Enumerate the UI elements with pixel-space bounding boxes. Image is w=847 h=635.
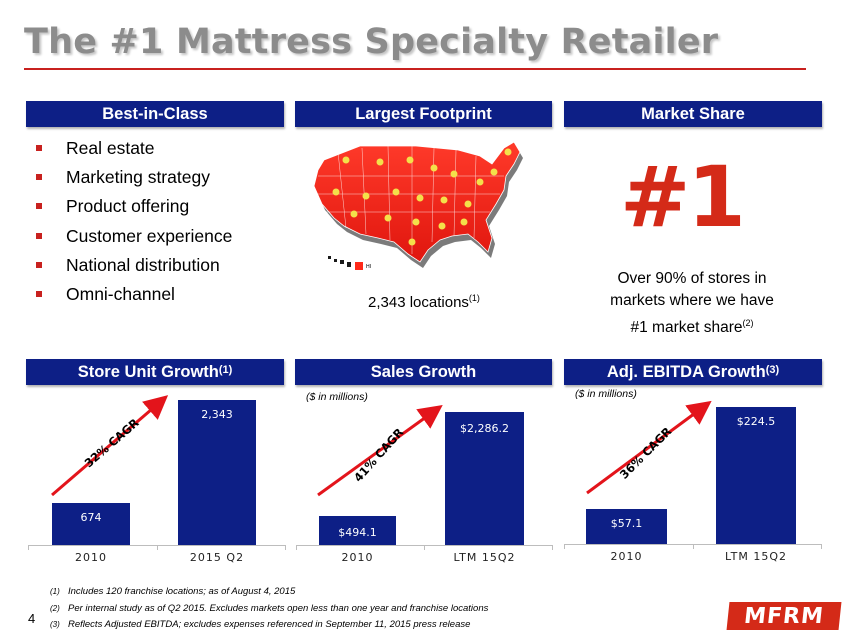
bar-value-label: 2,343 — [201, 408, 233, 421]
adj-ebitda-growth-chart: $57.1 2010 $224.5 LTM 15Q2 — [564, 400, 822, 570]
footnotes: (1) Includes 120 franchise locations; as … — [50, 584, 488, 634]
cagr-arrow-sales — [317, 404, 443, 497]
page-number: 4 — [28, 611, 36, 626]
store-unit-growth-header: Store Unit Growth (1) — [26, 359, 284, 385]
x-axis-tick — [296, 545, 297, 550]
list-item: Real estate — [36, 134, 232, 163]
list-item: Marketing strategy — [36, 163, 232, 192]
largest-footprint-header: Largest Footprint — [295, 101, 552, 127]
chart-bar — [586, 509, 667, 544]
footnote-3: (3) Reflects Adjusted EBITDA; excludes ex… — [50, 619, 471, 630]
bar-value-label: $224.5 — [736, 415, 776, 428]
chart-bar — [52, 503, 130, 545]
sales-growth-chart: $494.1 2010 $2,286.2 LTM 15Q2 — [296, 404, 553, 570]
market-share-caption: Over 90% of stores in markets where we h… — [610, 270, 774, 337]
x-tick-label: 2015 Q2 — [189, 551, 245, 564]
x-tick-label: 2010 — [610, 550, 643, 563]
mfrm-logo: MFRM — [726, 602, 842, 630]
footnote-1: (1) Includes 120 franchise locations; as … — [50, 586, 296, 597]
bullet-icon — [36, 291, 42, 298]
footnote-2: (2) Per internal study as of Q2 2015. Exc… — [50, 602, 489, 614]
best-in-class-header: Best-in-Class — [26, 101, 284, 127]
x-axis-tick — [564, 544, 565, 549]
market-share-header: Market Share — [564, 101, 822, 127]
locations-caption: 2,343 locations(1) — [368, 293, 480, 311]
bar-value-label: $57.1 — [610, 517, 643, 530]
list-item: Customer experience — [36, 222, 232, 251]
bar-value-label: $2,286.2 — [460, 422, 509, 435]
list-item: Product offering — [36, 192, 232, 221]
x-tick-label: 2010 — [341, 551, 374, 564]
chart-bar — [178, 400, 256, 545]
bullet-icon — [36, 145, 42, 151]
bullet-icon — [36, 232, 42, 239]
x-axis-tick — [821, 544, 822, 549]
sales-units-note: ($ in millions) — [306, 391, 368, 403]
x-axis-tick — [424, 545, 425, 550]
list-item: Omni-channel — [36, 280, 232, 309]
sales-growth-header: Sales Growth — [295, 359, 552, 385]
bullet-icon — [36, 261, 42, 268]
list-item: National distribution — [36, 251, 232, 280]
map-state-label: HI — [366, 264, 371, 270]
chart-bar — [716, 407, 796, 544]
x-tick-label: LTM 15Q2 — [725, 550, 787, 563]
x-tick-label: LTM 15Q2 — [453, 551, 516, 564]
cagr-arrow-store — [51, 395, 169, 497]
x-axis-tick — [28, 545, 29, 550]
x-axis-tick — [552, 545, 553, 550]
market-share-number: #1 — [620, 148, 746, 246]
store-unit-growth-chart: 674 2010 2,343 2015 Q2 — [28, 392, 286, 570]
adj-ebitda-growth-header: Adj. EBITDA Growth (3) — [564, 359, 822, 385]
us-store-map: HI — [313, 141, 523, 270]
x-axis-tick — [285, 545, 286, 550]
x-axis-tick — [157, 545, 158, 550]
chart-bar — [319, 516, 396, 545]
chart-bar — [445, 412, 524, 545]
x-axis-tick — [693, 544, 694, 549]
bar-value-label: $494.1 — [338, 526, 377, 539]
bar-value-label: 674 — [80, 511, 102, 524]
x-tick-label: 2010 — [75, 551, 107, 564]
page-title: The #1 Mattress Specialty Retailer — [24, 22, 719, 62]
bullet-icon — [36, 174, 42, 181]
ebitda-units-note: ($ in millions) — [575, 388, 637, 400]
best-in-class-list: Real estate Marketing strategy Product o… — [36, 134, 232, 309]
bullet-icon — [36, 203, 42, 210]
title-divider — [24, 68, 806, 70]
cagr-arrow-ebitda — [586, 400, 712, 495]
